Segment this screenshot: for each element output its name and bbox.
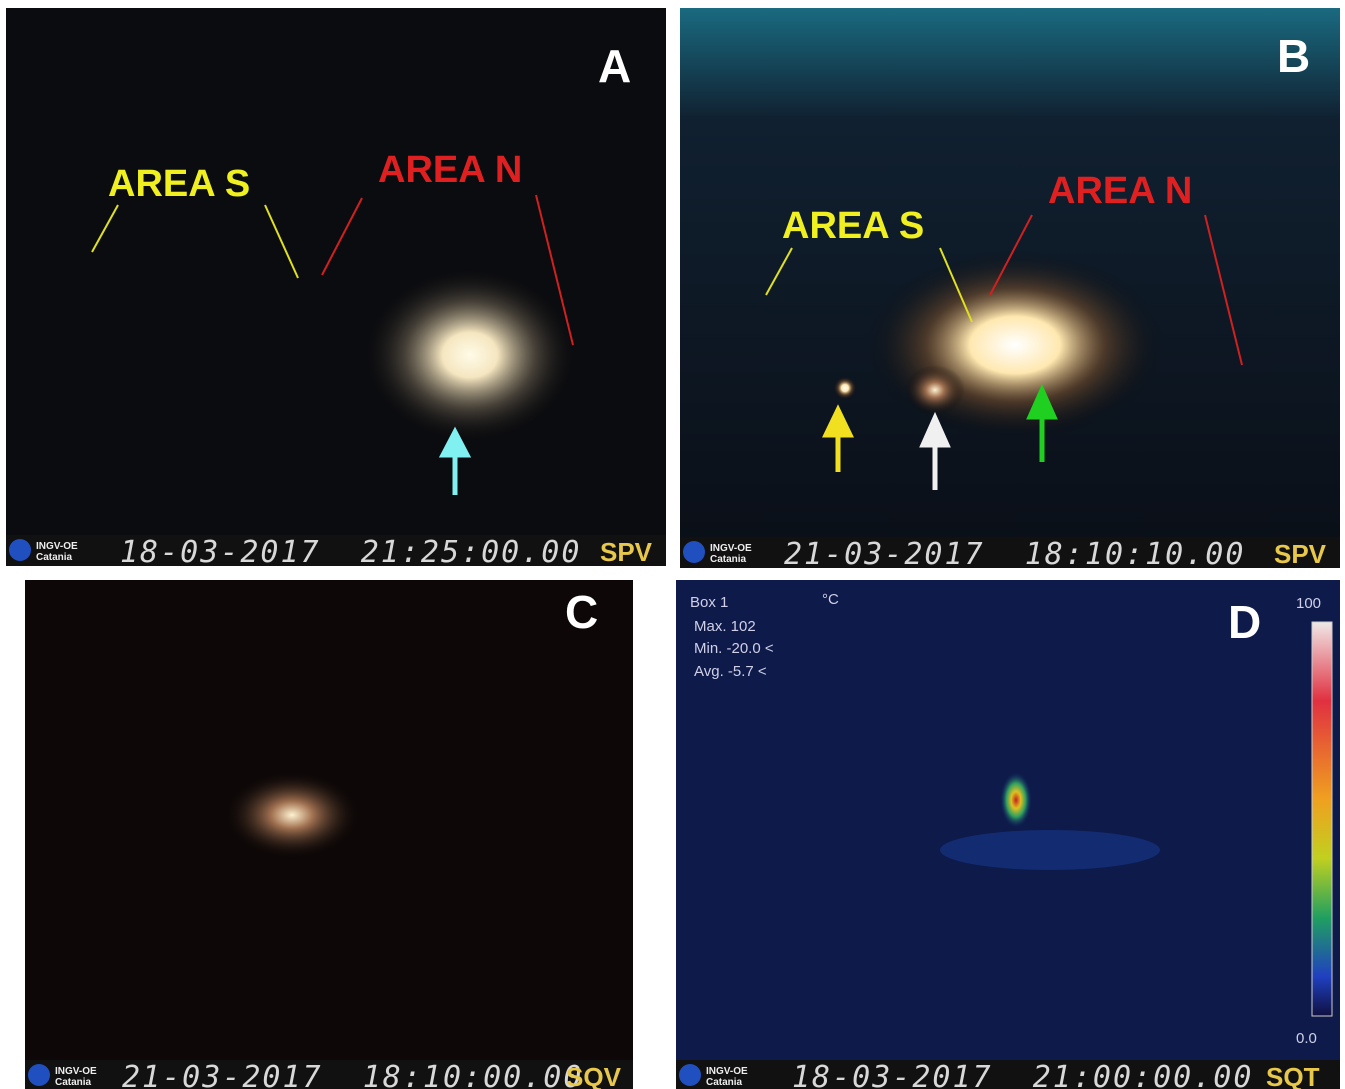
overlay-avg: Avg. -5.7 < [694,663,767,680]
camera: SQT [1266,1062,1320,1089]
overlay-box: Box 1 [690,594,728,611]
logo-icon [28,1064,50,1086]
panel-label: A [598,40,631,92]
logo: INGV-OE [706,1066,748,1077]
annotation: AREA S [108,163,250,205]
pointer [1204,214,1243,366]
glow [865,250,1165,440]
annotation: AREA N [378,149,522,191]
logo-icon [679,1064,701,1086]
hotspot [1000,772,1032,828]
logo-icon [9,539,31,561]
timestamp: 18-03-2017 21:25:00.00 [120,535,581,570]
panel-d: Box 1 °C Max. 102 Min. -20.0 < Avg. -5.7… [676,580,1340,1089]
arrow [822,404,854,472]
pointer [535,194,574,346]
glow [833,376,857,400]
logo-sub: Catania [36,552,73,563]
pointer [264,204,299,279]
scale-top: 100 [1296,595,1321,612]
terrain [940,830,1160,870]
logo-sub: Catania [706,1077,743,1088]
timestamp: 21-03-2017 18:10:10.00 [784,537,1245,572]
annotation: AREA N [1048,170,1192,212]
logo: INGV-OE [710,543,752,554]
overlay-max: Max. 102 [694,618,756,635]
pointer [91,204,119,253]
arrow [919,411,951,490]
panel-c: C INGV-OE Catania 21-03-2017 18:10:00.00… [25,580,633,1089]
image [6,8,666,566]
scale-bottom: 0.0 [1296,1030,1317,1047]
glow [222,770,362,860]
panel-label: B [1277,30,1310,82]
logo: INGV-OE [55,1066,97,1077]
footer [6,535,666,566]
panel-b: AREA S AREA N B INGV-OE Catania 21-03-20… [680,8,1340,572]
footer [680,537,1340,568]
timestamp: 18-03-2017 21:00:00.00 [792,1060,1253,1089]
camera: SPV [600,537,653,567]
pointer [321,197,363,276]
annotation: AREA S [782,205,924,247]
footer [676,1060,1340,1089]
arrow [438,426,472,495]
glow [360,265,580,445]
footer [25,1060,633,1089]
logo-sub: Catania [710,554,747,565]
pointer [939,247,973,323]
overlay-unit: °C [822,591,839,608]
panel-label: C [565,586,598,638]
pointer [989,214,1033,296]
timestamp: 21-03-2017 18:10:00.00 [122,1060,583,1089]
pointer [765,247,793,296]
color-scale [1311,621,1333,1017]
arrow [1026,383,1058,462]
logo-icon [683,541,705,563]
camera: SQV [566,1062,622,1089]
panel-label: D [1228,596,1261,648]
logo-sub: Catania [55,1077,92,1088]
overlay-min: Min. -20.0 < [694,640,774,657]
glow [905,365,965,415]
camera: SPV [1274,539,1327,569]
panel-a: AREA S AREA N A INGV-OE Catania 18-03-20… [6,8,666,570]
logo: INGV-OE [36,541,78,552]
